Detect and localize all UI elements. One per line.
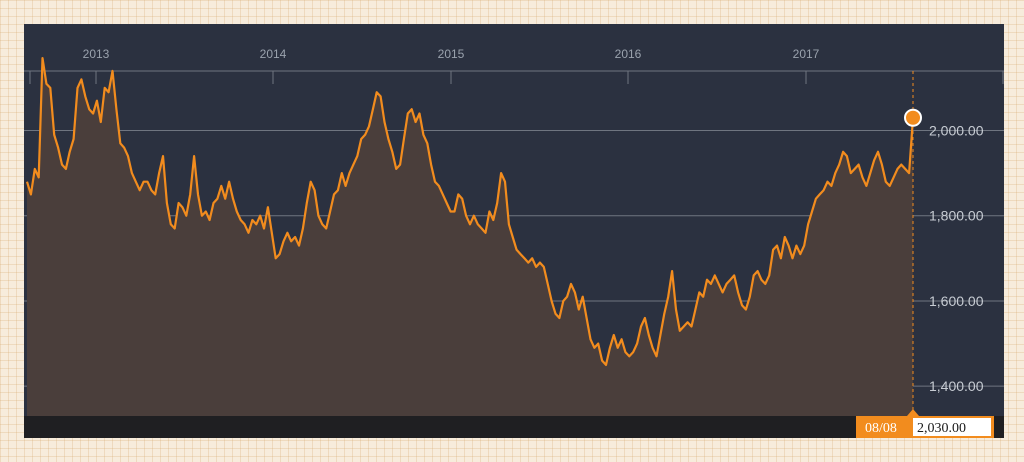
readout-value-background bbox=[913, 418, 991, 436]
bottom-axis-band bbox=[24, 416, 1004, 438]
readout-value: 2,030.00 bbox=[917, 421, 966, 436]
x-tick-label: 2016 bbox=[615, 47, 642, 61]
y-tick-label: 1,400.00 bbox=[929, 378, 984, 394]
y-tick-label: 1,800.00 bbox=[929, 208, 984, 224]
y-tick-label: 1,600.00 bbox=[929, 293, 984, 309]
readout-date: 08/08 bbox=[865, 421, 897, 436]
x-tick-label: 2014 bbox=[260, 47, 287, 61]
x-tick-label: 2017 bbox=[793, 47, 820, 61]
readout-pointer bbox=[907, 409, 919, 416]
x-tick-label: 2015 bbox=[438, 47, 465, 61]
x-tick-label: 2013 bbox=[83, 47, 110, 61]
x-axis: 2013 2014 2015 2016 2017 bbox=[24, 47, 1004, 84]
series-line bbox=[25, 57, 915, 366]
y-axis: 2,000.00 1,800.00 1,600.00 1,400.00 bbox=[929, 123, 984, 395]
last-data-point[interactable] bbox=[904, 108, 922, 127]
y-tick-label: 2,000.00 bbox=[929, 123, 984, 139]
